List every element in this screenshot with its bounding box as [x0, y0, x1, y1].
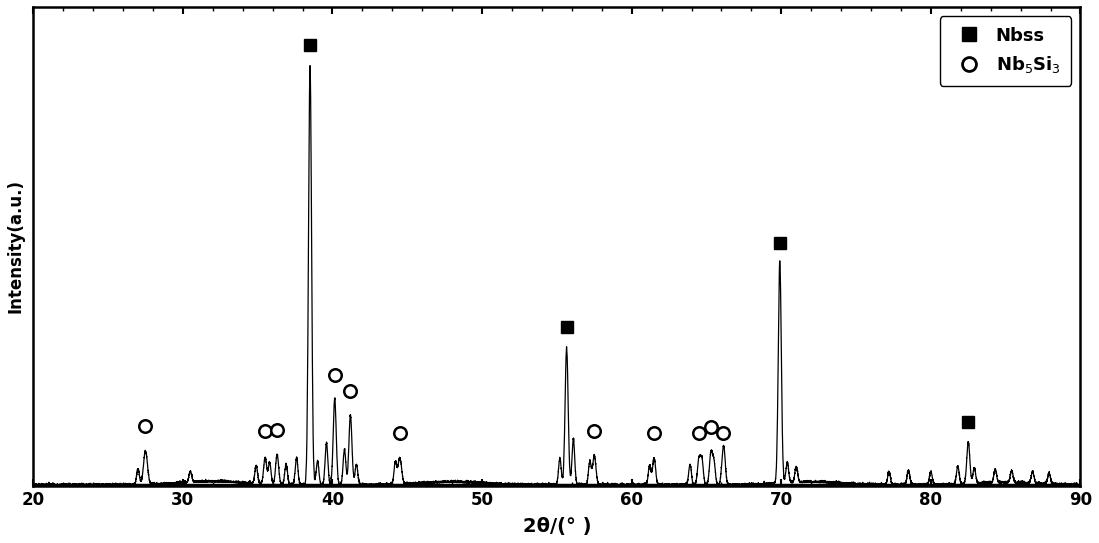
Legend: Nbss, Nb$_5$Si$_3$: Nbss, Nb$_5$Si$_3$: [940, 16, 1072, 86]
Y-axis label: Intensity(a.u.): Intensity(a.u.): [7, 179, 25, 313]
X-axis label: 2θ/(° ): 2θ/(° ): [523, 517, 591, 536]
